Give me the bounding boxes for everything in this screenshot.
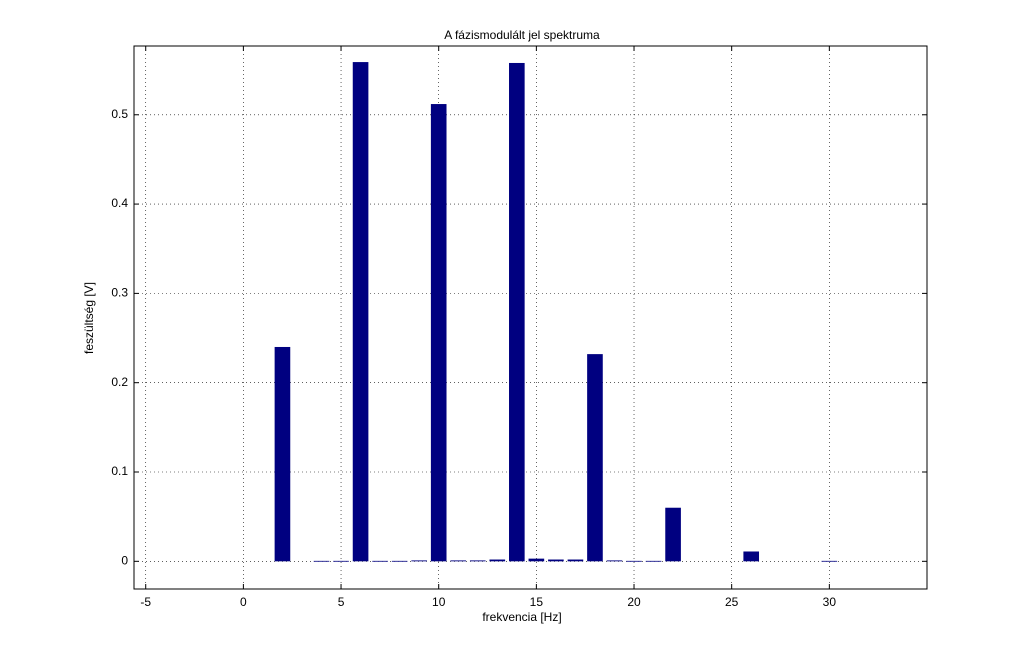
- bar: [274, 346, 291, 562]
- x-axis-label: frekvencia [Hz]: [482, 610, 561, 624]
- x-tick-label: -5: [140, 595, 151, 609]
- bar: [391, 560, 408, 562]
- y-tick-label: 0.2: [111, 375, 128, 389]
- bar: [665, 507, 681, 562]
- bar: [333, 560, 349, 562]
- bar: [469, 560, 486, 562]
- bar: [450, 560, 467, 562]
- bar: [372, 560, 388, 562]
- x-tick-label: 0: [240, 595, 247, 609]
- x-tick-label: 30: [823, 595, 837, 609]
- bar: [528, 558, 545, 562]
- x-tick-label: 25: [725, 595, 739, 609]
- y-tick-label: 0.3: [111, 286, 128, 300]
- y-tick-label: 0.4: [111, 196, 128, 210]
- y-axis-label: feszültség [V]: [82, 282, 96, 354]
- bar: [626, 560, 642, 562]
- bar: [587, 354, 603, 562]
- bar: [489, 559, 506, 562]
- bar: [743, 551, 760, 562]
- y-tick-label: 0.1: [111, 464, 128, 478]
- y-tick-label: 0: [121, 553, 128, 567]
- y-tick-label: 0.5: [111, 107, 128, 121]
- x-tick-label: 10: [432, 595, 446, 609]
- bar: [567, 559, 584, 562]
- bar: [352, 62, 369, 562]
- x-tick-label: 5: [338, 595, 345, 609]
- plot-frame: [133, 45, 928, 590]
- bar: [313, 560, 330, 562]
- x-tick-label: 20: [627, 595, 641, 609]
- bar: [548, 559, 564, 562]
- bar: [821, 560, 838, 562]
- bar: [509, 62, 525, 562]
- bar: [411, 560, 427, 562]
- chart-title: A fázismodulált jel spektruma: [444, 28, 600, 42]
- bar: [606, 560, 623, 562]
- bar: [645, 560, 662, 562]
- x-tick-label: 15: [530, 595, 544, 609]
- bar: [430, 104, 447, 562]
